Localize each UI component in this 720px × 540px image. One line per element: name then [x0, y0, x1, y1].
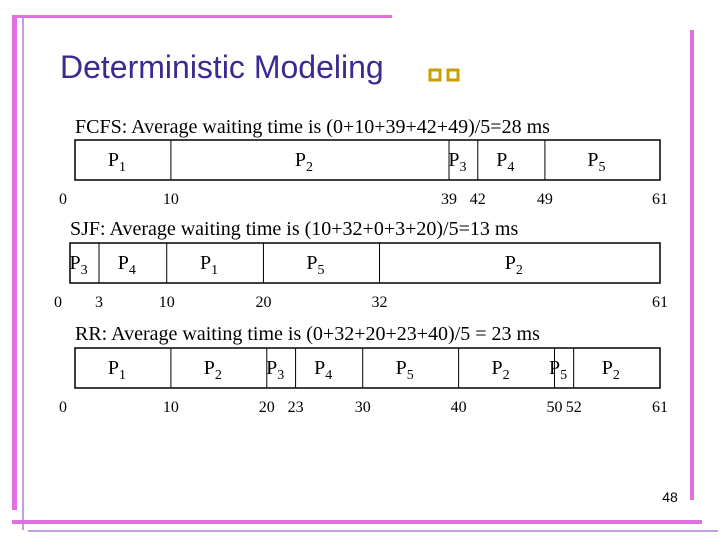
process-letter: P [314, 357, 325, 379]
process-index: 1 [119, 160, 126, 175]
bottom-bar [12, 520, 702, 524]
process-letter: P [69, 252, 80, 274]
process-index: 4 [507, 160, 514, 175]
time-tick: 20 [259, 399, 275, 416]
time-tick: 49 [537, 191, 553, 208]
time-tick: 0 [59, 399, 67, 416]
process-label: P2 [204, 357, 222, 383]
process-index: 2 [306, 160, 313, 175]
process-label: P2 [505, 252, 523, 278]
process-letter: P [549, 357, 560, 379]
process-label: P1 [108, 357, 126, 383]
time-tick: 30 [355, 399, 371, 416]
time-tick: 50 [547, 399, 563, 416]
process-label: P2 [602, 357, 620, 383]
process-label: P2 [491, 357, 509, 383]
time-tick: 10 [163, 399, 179, 416]
process-label: P1 [200, 252, 218, 278]
bottom-bar-thin [28, 530, 718, 532]
process-label: P3 [69, 252, 87, 278]
process-letter: P [587, 149, 598, 171]
process-index: 5 [407, 368, 414, 383]
bullet-icon [428, 68, 442, 82]
process-letter: P [204, 357, 215, 379]
scheduler-heading: RR: Average waiting time is (0+32+20+23+… [75, 323, 540, 345]
slide-title: Deterministic Modeling [60, 49, 384, 85]
time-tick: 10 [159, 294, 175, 311]
gantt-box [74, 139, 661, 181]
gantt-charts: FCFS: Average waiting time is (0+10+39+4… [54, 116, 668, 416]
scheduler-heading: FCFS: Average waiting time is (0+10+39+4… [75, 116, 550, 138]
process-letter: P [295, 149, 306, 171]
process-label: P3 [266, 357, 284, 383]
process-letter: P [108, 357, 119, 379]
bullet-icon [446, 68, 460, 82]
process-letter: P [118, 252, 129, 274]
process-index: 1 [119, 368, 126, 383]
gantt-box [69, 242, 661, 284]
time-tick: 23 [288, 399, 304, 416]
process-label: P2 [295, 149, 313, 175]
process-letter: P [306, 252, 317, 274]
left-bar-thin [22, 15, 24, 530]
process-index: 1 [211, 263, 218, 278]
time-tick: 52 [566, 399, 582, 416]
process-label: P4 [314, 357, 332, 383]
process-index: 2 [503, 368, 510, 383]
time-tick: 0 [54, 294, 62, 311]
time-tick: 61 [652, 191, 668, 208]
process-letter: P [491, 357, 502, 379]
process-index: 2 [613, 368, 620, 383]
process-letter: P [496, 149, 507, 171]
process-index: 5 [599, 160, 606, 175]
time-tick: 39 [441, 191, 457, 208]
process-letter: P [108, 149, 119, 171]
process-label: P3 [448, 149, 466, 175]
time-tick: 20 [255, 294, 271, 311]
process-index: 3 [459, 160, 466, 175]
process-letter: P [505, 252, 516, 274]
time-tick: 61 [652, 399, 668, 416]
process-label: P5 [396, 357, 414, 383]
process-letter: P [448, 149, 459, 171]
scheduler-heading: SJF: Average waiting time is (10+32+0+3+… [70, 218, 518, 240]
process-index: 4 [325, 368, 332, 383]
left-bar [12, 15, 17, 510]
process-index: 4 [129, 263, 136, 278]
time-tick: 61 [652, 294, 668, 311]
process-index: 5 [560, 368, 567, 383]
process-letter: P [200, 252, 211, 274]
time-tick: 0 [59, 191, 67, 208]
process-label: P5 [306, 252, 324, 278]
process-label: P4 [496, 149, 514, 175]
time-tick: 32 [372, 294, 388, 311]
process-letter: P [266, 357, 277, 379]
process-index: 3 [277, 368, 284, 383]
gantt-box [74, 347, 661, 389]
process-label: P5 [587, 149, 605, 175]
process-index: 5 [318, 263, 325, 278]
top-bar [12, 15, 392, 18]
process-letter: P [396, 357, 407, 379]
process-letter: P [602, 357, 613, 379]
page-number: 48 [662, 489, 678, 505]
process-index: 2 [516, 263, 523, 278]
time-tick: 42 [470, 191, 486, 208]
process-label: P5 [549, 357, 567, 383]
process-label: P4 [118, 252, 136, 278]
time-tick: 40 [451, 399, 467, 416]
time-tick: 3 [95, 294, 103, 311]
process-index: 2 [215, 368, 222, 383]
right-bar [690, 30, 694, 500]
process-label: P1 [108, 149, 126, 175]
time-tick: 10 [163, 191, 179, 208]
process-index: 3 [81, 263, 88, 278]
